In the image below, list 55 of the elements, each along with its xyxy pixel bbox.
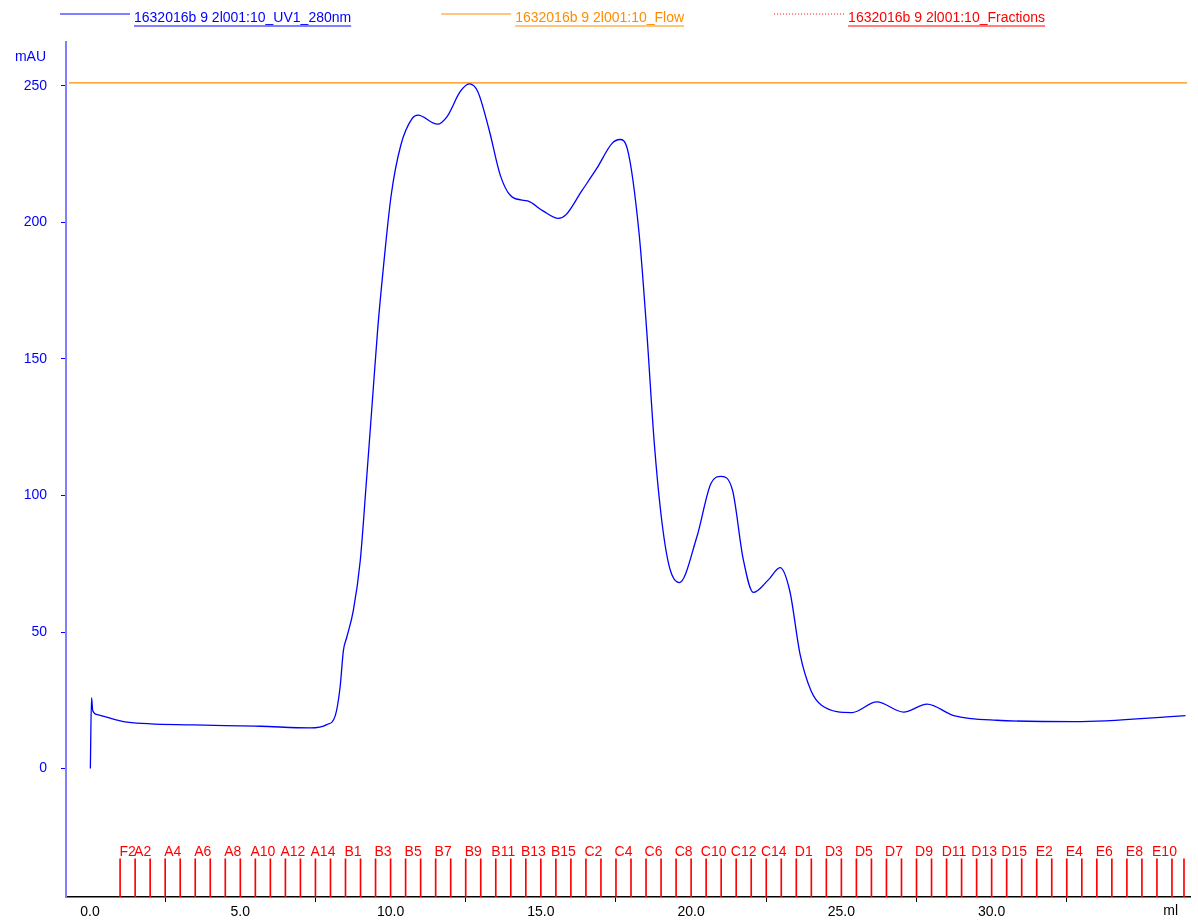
data-label: E10	[1151, 842, 1178, 859]
data-label: D13	[971, 842, 998, 859]
data-label: C8	[674, 842, 693, 859]
y-tick-label: 150	[23, 349, 48, 366]
legend-label: 1632016b 9 2l001:10_Fractions	[848, 8, 1046, 25]
data-label: B7	[434, 842, 452, 859]
x-tick-label: 20.0	[677, 903, 705, 920]
data-label: B11	[491, 842, 516, 859]
data-label: E4	[1065, 842, 1084, 859]
y-axis-title: mAU	[14, 47, 46, 64]
data-label: C14	[760, 842, 787, 859]
line-series	[89, 83, 1187, 770]
y-tick-label: 200	[23, 213, 48, 230]
x-tick-label: 10.0	[376, 903, 405, 920]
data-label: C6	[644, 842, 663, 859]
data-label: E2	[1035, 842, 1054, 859]
data-label: F2	[119, 842, 136, 859]
data-label: E6	[1095, 842, 1114, 859]
data-label: B5	[404, 842, 422, 859]
data-label: D3	[824, 842, 844, 859]
data-label: C10	[700, 842, 727, 859]
data-label: C12	[730, 842, 757, 859]
data-label: B13	[520, 842, 546, 859]
data-label: D7	[885, 842, 904, 859]
data-label: A6	[194, 842, 212, 859]
data-label: B9	[464, 842, 482, 859]
data-label: D15	[1001, 842, 1028, 859]
legend-label: 1632016b 9 2l001:10_Flow	[515, 8, 685, 25]
data-label: D11	[941, 842, 967, 859]
data-label: C2	[584, 842, 603, 859]
y-tick-label: 50	[31, 622, 48, 639]
data-label: A12	[280, 842, 306, 859]
data-label: B3	[374, 842, 392, 859]
x-tick-label: 25.0	[827, 903, 856, 920]
x-tick-label: 15.0	[527, 903, 555, 920]
data-label: B1	[344, 842, 362, 859]
data-label: B15	[550, 842, 577, 859]
data-label: A14	[310, 842, 336, 859]
x-tick-label: 30.0	[978, 903, 1006, 920]
y-tick-label: 250	[23, 76, 48, 93]
x-tick-label: 0.0	[80, 903, 100, 920]
data-label: E8	[1125, 842, 1144, 859]
data-label: D9	[915, 842, 934, 859]
data-label: D5	[854, 842, 874, 859]
data-label: D1	[794, 842, 813, 859]
data-label: A2	[134, 842, 152, 859]
y-tick-label: 100	[23, 486, 48, 503]
x-tick-label: 5.0	[230, 903, 251, 920]
data-label: A4	[164, 842, 182, 859]
legend-label: 1632016b 9 2l001:10_UV1_280nm	[134, 8, 352, 25]
y-tick-label: 0	[39, 759, 48, 776]
data-label: A8	[224, 842, 242, 859]
data-label: A10	[250, 842, 276, 859]
x-axis-title: ml	[1163, 901, 1178, 918]
data-label: C4	[614, 842, 633, 859]
